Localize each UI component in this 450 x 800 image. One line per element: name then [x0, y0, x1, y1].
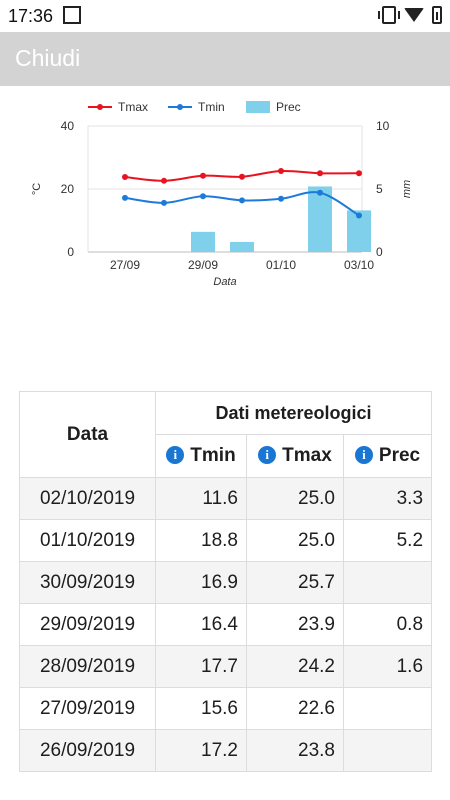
cell-date: 27/09/2019 [19, 687, 156, 730]
tmax-point [317, 170, 323, 177]
legend-tmax-label: Tmax [118, 100, 148, 114]
notification-icon [63, 6, 81, 24]
cell-tmin: 18.8 [155, 519, 247, 562]
cell-prec: 5.2 [342, 519, 433, 562]
tmin-point [317, 189, 323, 196]
header-tmin[interactable]: i Tmin [155, 434, 247, 478]
prec-bar [191, 231, 215, 252]
cell-tmin: 16.9 [155, 561, 247, 604]
tmax-point [239, 173, 245, 180]
tmin-point [161, 199, 167, 206]
prec-bar [230, 241, 254, 252]
header-prec[interactable]: i Prec [342, 434, 433, 478]
info-icon[interactable]: i [166, 446, 185, 464]
left-axis-title: °C [31, 183, 43, 195]
table-row: 27/09/2019 15.6 22.6 [19, 687, 433, 730]
tmax-point [200, 172, 206, 179]
tmin-point [200, 193, 206, 200]
cell-prec [342, 729, 433, 772]
left-tick-0: 0 [67, 245, 74, 259]
tmax-point [278, 168, 284, 175]
info-icon[interactable]: i [354, 446, 373, 464]
tmax-point [356, 170, 362, 177]
header-weather-data: Dati metereologici [154, 391, 433, 435]
right-tick-10: 10 [376, 119, 390, 133]
cell-prec: 0.8 [342, 603, 433, 646]
x-tick-29-09: 29/09 [188, 258, 218, 272]
left-tick-20: 20 [61, 182, 75, 196]
header-tmax[interactable]: i Tmax [246, 434, 344, 478]
cell-tmin: 16.4 [155, 603, 247, 646]
weather-table: Data Dati metereologici i Tmin i Tmax i Pre… [19, 391, 433, 772]
info-icon[interactable]: i [258, 446, 277, 464]
table-row: 29/09/2019 16.4 23.9 0.8 [19, 603, 433, 646]
cell-tmin: 15.6 [155, 687, 247, 730]
tmin-point [356, 212, 362, 219]
table-row: 26/09/2019 17.2 23.8 [19, 729, 433, 772]
cell-prec [342, 687, 433, 730]
right-tick-0: 0 [376, 245, 383, 259]
legend-prec-label: Prec [276, 100, 301, 114]
header-prec-label: Prec [378, 445, 421, 466]
x-tick-03-10: 03/10 [344, 258, 374, 272]
battery-icon [432, 6, 442, 24]
cell-date: 01/10/2019 [19, 519, 156, 562]
cell-prec: 1.6 [342, 645, 433, 688]
cell-prec [342, 561, 433, 604]
cell-tmax: 22.6 [246, 687, 344, 730]
legend-tmin-label: Tmin [198, 100, 225, 114]
header-tmax-label: Tmax [282, 445, 332, 466]
header-tmin-label: Tmin [190, 445, 236, 466]
wifi-icon [404, 8, 424, 22]
table-row: 30/09/2019 16.9 25.7 [19, 561, 433, 604]
cell-tmax: 24.2 [246, 645, 344, 688]
x-tick-27-09: 27/09 [110, 258, 140, 272]
cell-tmax: 25.7 [246, 561, 344, 604]
app-bar: Chiudi [0, 32, 450, 86]
cell-tmax: 25.0 [246, 477, 344, 520]
left-tick-40: 40 [61, 119, 75, 133]
cell-tmin: 17.7 [155, 645, 247, 688]
tmax-point [161, 177, 167, 184]
cell-date: 28/09/2019 [19, 645, 156, 688]
status-time: 17:36 [8, 6, 54, 26]
cell-date: 29/09/2019 [19, 603, 156, 646]
status-bar: 17:36 [0, 0, 450, 32]
cell-tmin: 17.2 [155, 729, 247, 772]
cell-date: 26/09/2019 [19, 729, 156, 772]
close-button[interactable]: Chiudi [15, 45, 81, 71]
legend: Tmax Tmin Prec [88, 100, 301, 114]
cell-date: 30/09/2019 [19, 561, 156, 604]
prec-bar [308, 186, 332, 252]
tmin-point [239, 197, 245, 204]
chart-marks [122, 168, 371, 252]
cell-tmax: 25.0 [246, 519, 344, 562]
vibrate-icon [378, 6, 400, 24]
cell-tmax: 23.9 [246, 603, 344, 646]
x-tick-01-10: 01/10 [266, 258, 296, 272]
header-date: Data [19, 391, 156, 478]
legend-tmax-marker [97, 104, 103, 110]
tmin-point [122, 194, 128, 201]
table-row: 02/10/2019 11.6 25.0 3.3 [19, 477, 433, 520]
cell-tmax: 23.8 [246, 729, 344, 772]
tmax-point [122, 174, 128, 181]
right-tick-5: 5 [376, 182, 383, 196]
legend-tmin-marker [177, 104, 183, 110]
cell-prec: 3.3 [342, 477, 433, 520]
legend-prec-swatch [246, 101, 270, 113]
table-row: 01/10/2019 18.8 25.0 5.2 [19, 519, 433, 562]
tmin-point [278, 195, 284, 202]
cell-date: 02/10/2019 [19, 477, 156, 520]
status-icons [378, 6, 442, 24]
weather-chart: Tmax Tmin Prec 40 20 0 10 5 0 °C mm 27/0… [31, 100, 413, 288]
right-axis-title: mm [401, 180, 413, 198]
table-row: 28/09/2019 17.7 24.2 1.6 [19, 645, 433, 688]
x-axis-title: Data [213, 276, 236, 288]
cell-tmin: 11.6 [155, 477, 247, 520]
